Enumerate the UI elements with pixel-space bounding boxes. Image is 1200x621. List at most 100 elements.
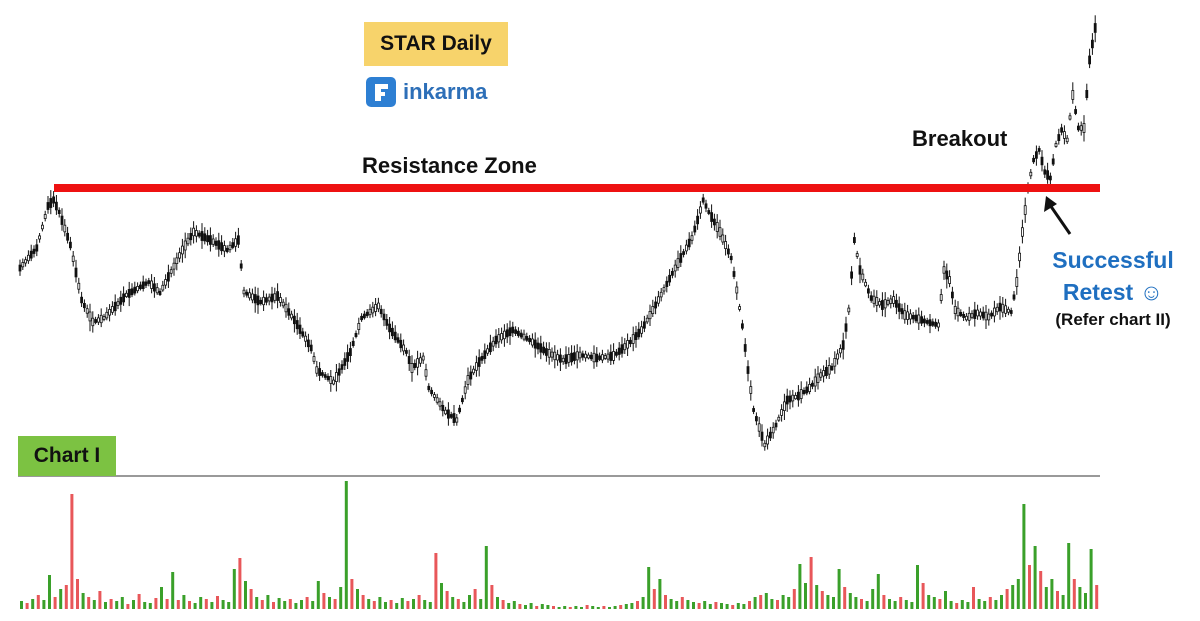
price-candle (365, 309, 369, 318)
price-candle (990, 310, 993, 319)
volume-bar (865, 601, 869, 609)
price-candle (651, 299, 655, 317)
price-candle (382, 308, 386, 327)
price-candle (169, 266, 173, 278)
price-candle (749, 380, 753, 401)
volume-bar (1000, 595, 1003, 609)
price-candle (788, 390, 792, 410)
volume-bar (272, 602, 275, 609)
price-candle (917, 307, 921, 330)
price-candle (606, 349, 610, 363)
price-candle (273, 287, 277, 304)
price-candle (234, 231, 238, 252)
volume-bar (563, 606, 567, 609)
price-candle (228, 241, 232, 253)
price-candle (881, 292, 884, 317)
volume-bar (154, 598, 158, 609)
price-candle (939, 288, 943, 304)
volume-bar (854, 597, 858, 609)
price-candle (57, 207, 61, 218)
volume-bar (238, 558, 242, 609)
volume-bar (647, 567, 651, 609)
price-candle (371, 301, 375, 318)
price-candle (180, 238, 184, 263)
price-candle (855, 250, 859, 259)
price-candle (220, 235, 224, 255)
price-candle (715, 214, 719, 239)
price-candle (1093, 15, 1097, 43)
volume-bar (171, 572, 175, 609)
price-candle (662, 284, 666, 295)
volume-bar (490, 585, 494, 609)
price-candle (1021, 219, 1024, 244)
volume-bar (372, 601, 376, 609)
price-candle (878, 298, 881, 308)
price-candle (841, 332, 845, 360)
volume-bar (899, 597, 903, 609)
price-candle (777, 414, 781, 422)
price-candle (906, 304, 909, 325)
price-candle (458, 404, 462, 414)
brand-name: inkarma (403, 79, 488, 104)
volume-bar (115, 601, 119, 609)
volume-bar (31, 599, 35, 609)
volume-bar (546, 605, 550, 609)
volume-bar (613, 606, 617, 609)
price-candle (713, 213, 716, 231)
volume-bar (602, 606, 606, 609)
price-candle (449, 411, 453, 419)
volume-bar (165, 599, 169, 609)
price-candle (315, 360, 319, 377)
volume-bar (535, 606, 539, 609)
volume-bar (204, 599, 208, 609)
price-candle (147, 277, 151, 287)
volume-bar (42, 600, 46, 609)
price-candle (640, 320, 643, 338)
price-candle (416, 350, 420, 376)
price-candle (1088, 48, 1091, 69)
volume-bar (210, 602, 214, 609)
price-candle (811, 380, 814, 390)
volume-bar (339, 587, 343, 609)
price-candle (525, 332, 529, 342)
price-candle (805, 381, 809, 396)
price-candle (620, 336, 624, 358)
price-candle (18, 259, 22, 276)
price-candle (225, 245, 229, 254)
price-candle (522, 329, 526, 342)
price-candle (1071, 82, 1075, 104)
volume-bar (686, 600, 690, 609)
price-candle (897, 296, 901, 320)
price-candle (615, 349, 618, 358)
price-candle (413, 359, 417, 371)
price-candle (152, 277, 156, 298)
price-candle (186, 233, 190, 247)
volume-bar (988, 597, 992, 609)
price-candle (886, 297, 890, 307)
price-candle (612, 343, 615, 365)
resistance-label: Resistance Zone (362, 153, 537, 178)
volume-bar (294, 603, 298, 609)
volume-bar (804, 583, 807, 609)
price-candle (497, 328, 501, 348)
price-candle (741, 319, 744, 331)
price-candle (889, 294, 893, 309)
price-candle (444, 406, 448, 416)
price-candle (379, 305, 383, 318)
price-candle (211, 234, 215, 247)
price-candle (710, 204, 713, 228)
price-candle (388, 317, 392, 340)
volume-bar (311, 601, 315, 609)
price-candle (682, 248, 685, 258)
price-candle (951, 286, 954, 305)
price-candle (1054, 140, 1058, 148)
volume-bar (714, 602, 718, 609)
price-candle (699, 201, 702, 219)
price-candle (250, 288, 254, 304)
volume-bar (76, 579, 79, 609)
price-candle (743, 338, 747, 357)
volume-bar (680, 597, 684, 609)
price-candle (721, 228, 725, 245)
price-candle (872, 289, 876, 308)
price-candle (354, 330, 358, 339)
